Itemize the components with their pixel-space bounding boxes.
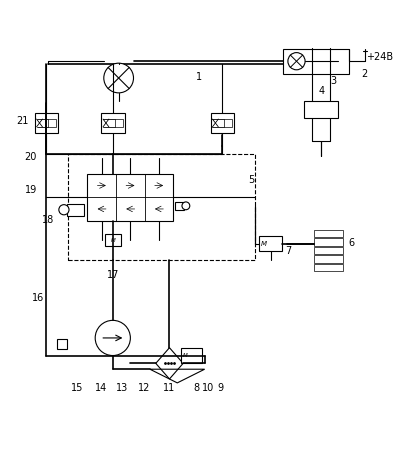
Bar (35, 113, 58, 133)
Text: 4: 4 (319, 86, 325, 96)
Bar (210, 113, 234, 133)
Text: 19: 19 (24, 185, 37, 195)
Text: 18: 18 (42, 215, 54, 225)
Bar (314, 247, 343, 254)
Text: 16: 16 (32, 293, 45, 303)
Bar (283, 49, 349, 74)
Bar (67, 204, 84, 216)
Circle shape (182, 202, 190, 210)
Text: 13: 13 (116, 383, 129, 393)
Text: 1: 1 (196, 72, 202, 82)
Bar (48, 119, 56, 127)
Bar (314, 230, 343, 237)
Text: 14: 14 (95, 383, 107, 393)
Bar (105, 234, 121, 246)
Polygon shape (156, 348, 183, 379)
Text: 6: 6 (348, 239, 354, 248)
Text: 11: 11 (163, 383, 176, 393)
Text: 20: 20 (24, 152, 37, 162)
Circle shape (95, 320, 130, 356)
Text: 7: 7 (286, 246, 292, 256)
Circle shape (104, 63, 134, 93)
Text: 2: 2 (361, 69, 367, 79)
Text: 12: 12 (138, 383, 150, 393)
Text: 15: 15 (72, 383, 84, 393)
Bar (304, 101, 338, 118)
Text: +24В: +24В (366, 52, 393, 62)
Bar (181, 348, 202, 363)
Text: M: M (110, 238, 115, 243)
Text: M: M (261, 241, 267, 247)
Text: 21: 21 (17, 116, 29, 126)
Circle shape (59, 205, 69, 215)
Bar (175, 202, 184, 210)
Bar (68, 154, 256, 260)
Text: 10: 10 (202, 383, 215, 393)
Text: 5: 5 (248, 175, 255, 185)
Bar (115, 119, 122, 127)
Bar (224, 119, 232, 127)
Text: M: M (182, 353, 187, 358)
Bar (259, 236, 282, 251)
Bar (314, 264, 343, 271)
Text: 8: 8 (194, 383, 200, 393)
Bar (314, 238, 343, 246)
Circle shape (288, 53, 305, 70)
Bar (101, 113, 124, 133)
Text: 9: 9 (217, 383, 223, 393)
Bar (314, 255, 343, 263)
Text: 17: 17 (106, 270, 119, 280)
Bar (57, 339, 68, 349)
Bar (87, 174, 173, 221)
Text: 3: 3 (330, 76, 337, 86)
